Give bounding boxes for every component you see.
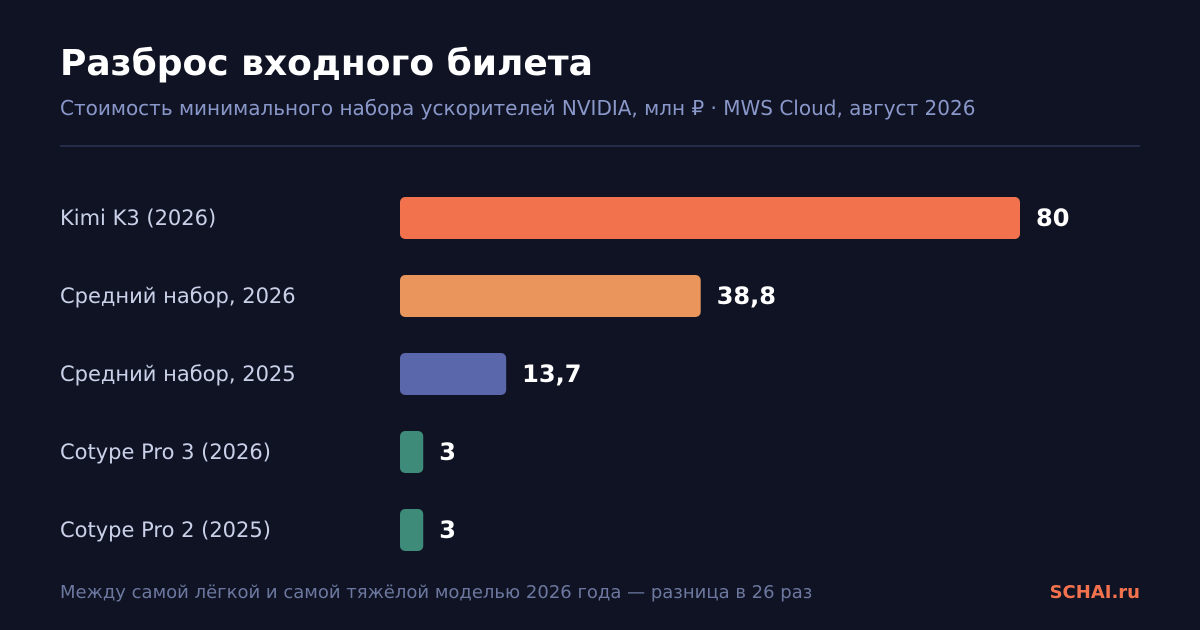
- bar: [400, 353, 507, 395]
- category-label: Cotype Pro 2 (2025): [60, 518, 271, 542]
- value-label: 80: [1036, 204, 1069, 232]
- category-label: Cotype Pro 3 (2026): [60, 440, 271, 464]
- footer-note: Между самой лёгкой и самой тяжёлой модел…: [60, 582, 813, 603]
- category-label: Средний набор, 2026: [60, 284, 296, 308]
- brand-logo-text[interactable]: SCHAI.ru: [1049, 582, 1140, 603]
- category-label: Kimi K3 (2026): [60, 206, 216, 230]
- chart-subtitle: Стоимость минимального набора ускорителе…: [60, 96, 976, 120]
- bar: [400, 197, 1020, 239]
- value-label: 3: [439, 516, 456, 544]
- bar: [400, 431, 424, 473]
- category-label: Средний набор, 2025: [60, 362, 296, 386]
- chart-title: Разброс входного билета: [60, 43, 593, 84]
- bar: [400, 275, 701, 317]
- bar: [400, 509, 424, 551]
- value-label: 13,7: [522, 360, 581, 388]
- value-label: 38,8: [717, 282, 776, 310]
- value-label: 3: [439, 438, 456, 466]
- header-divider: [60, 145, 1140, 147]
